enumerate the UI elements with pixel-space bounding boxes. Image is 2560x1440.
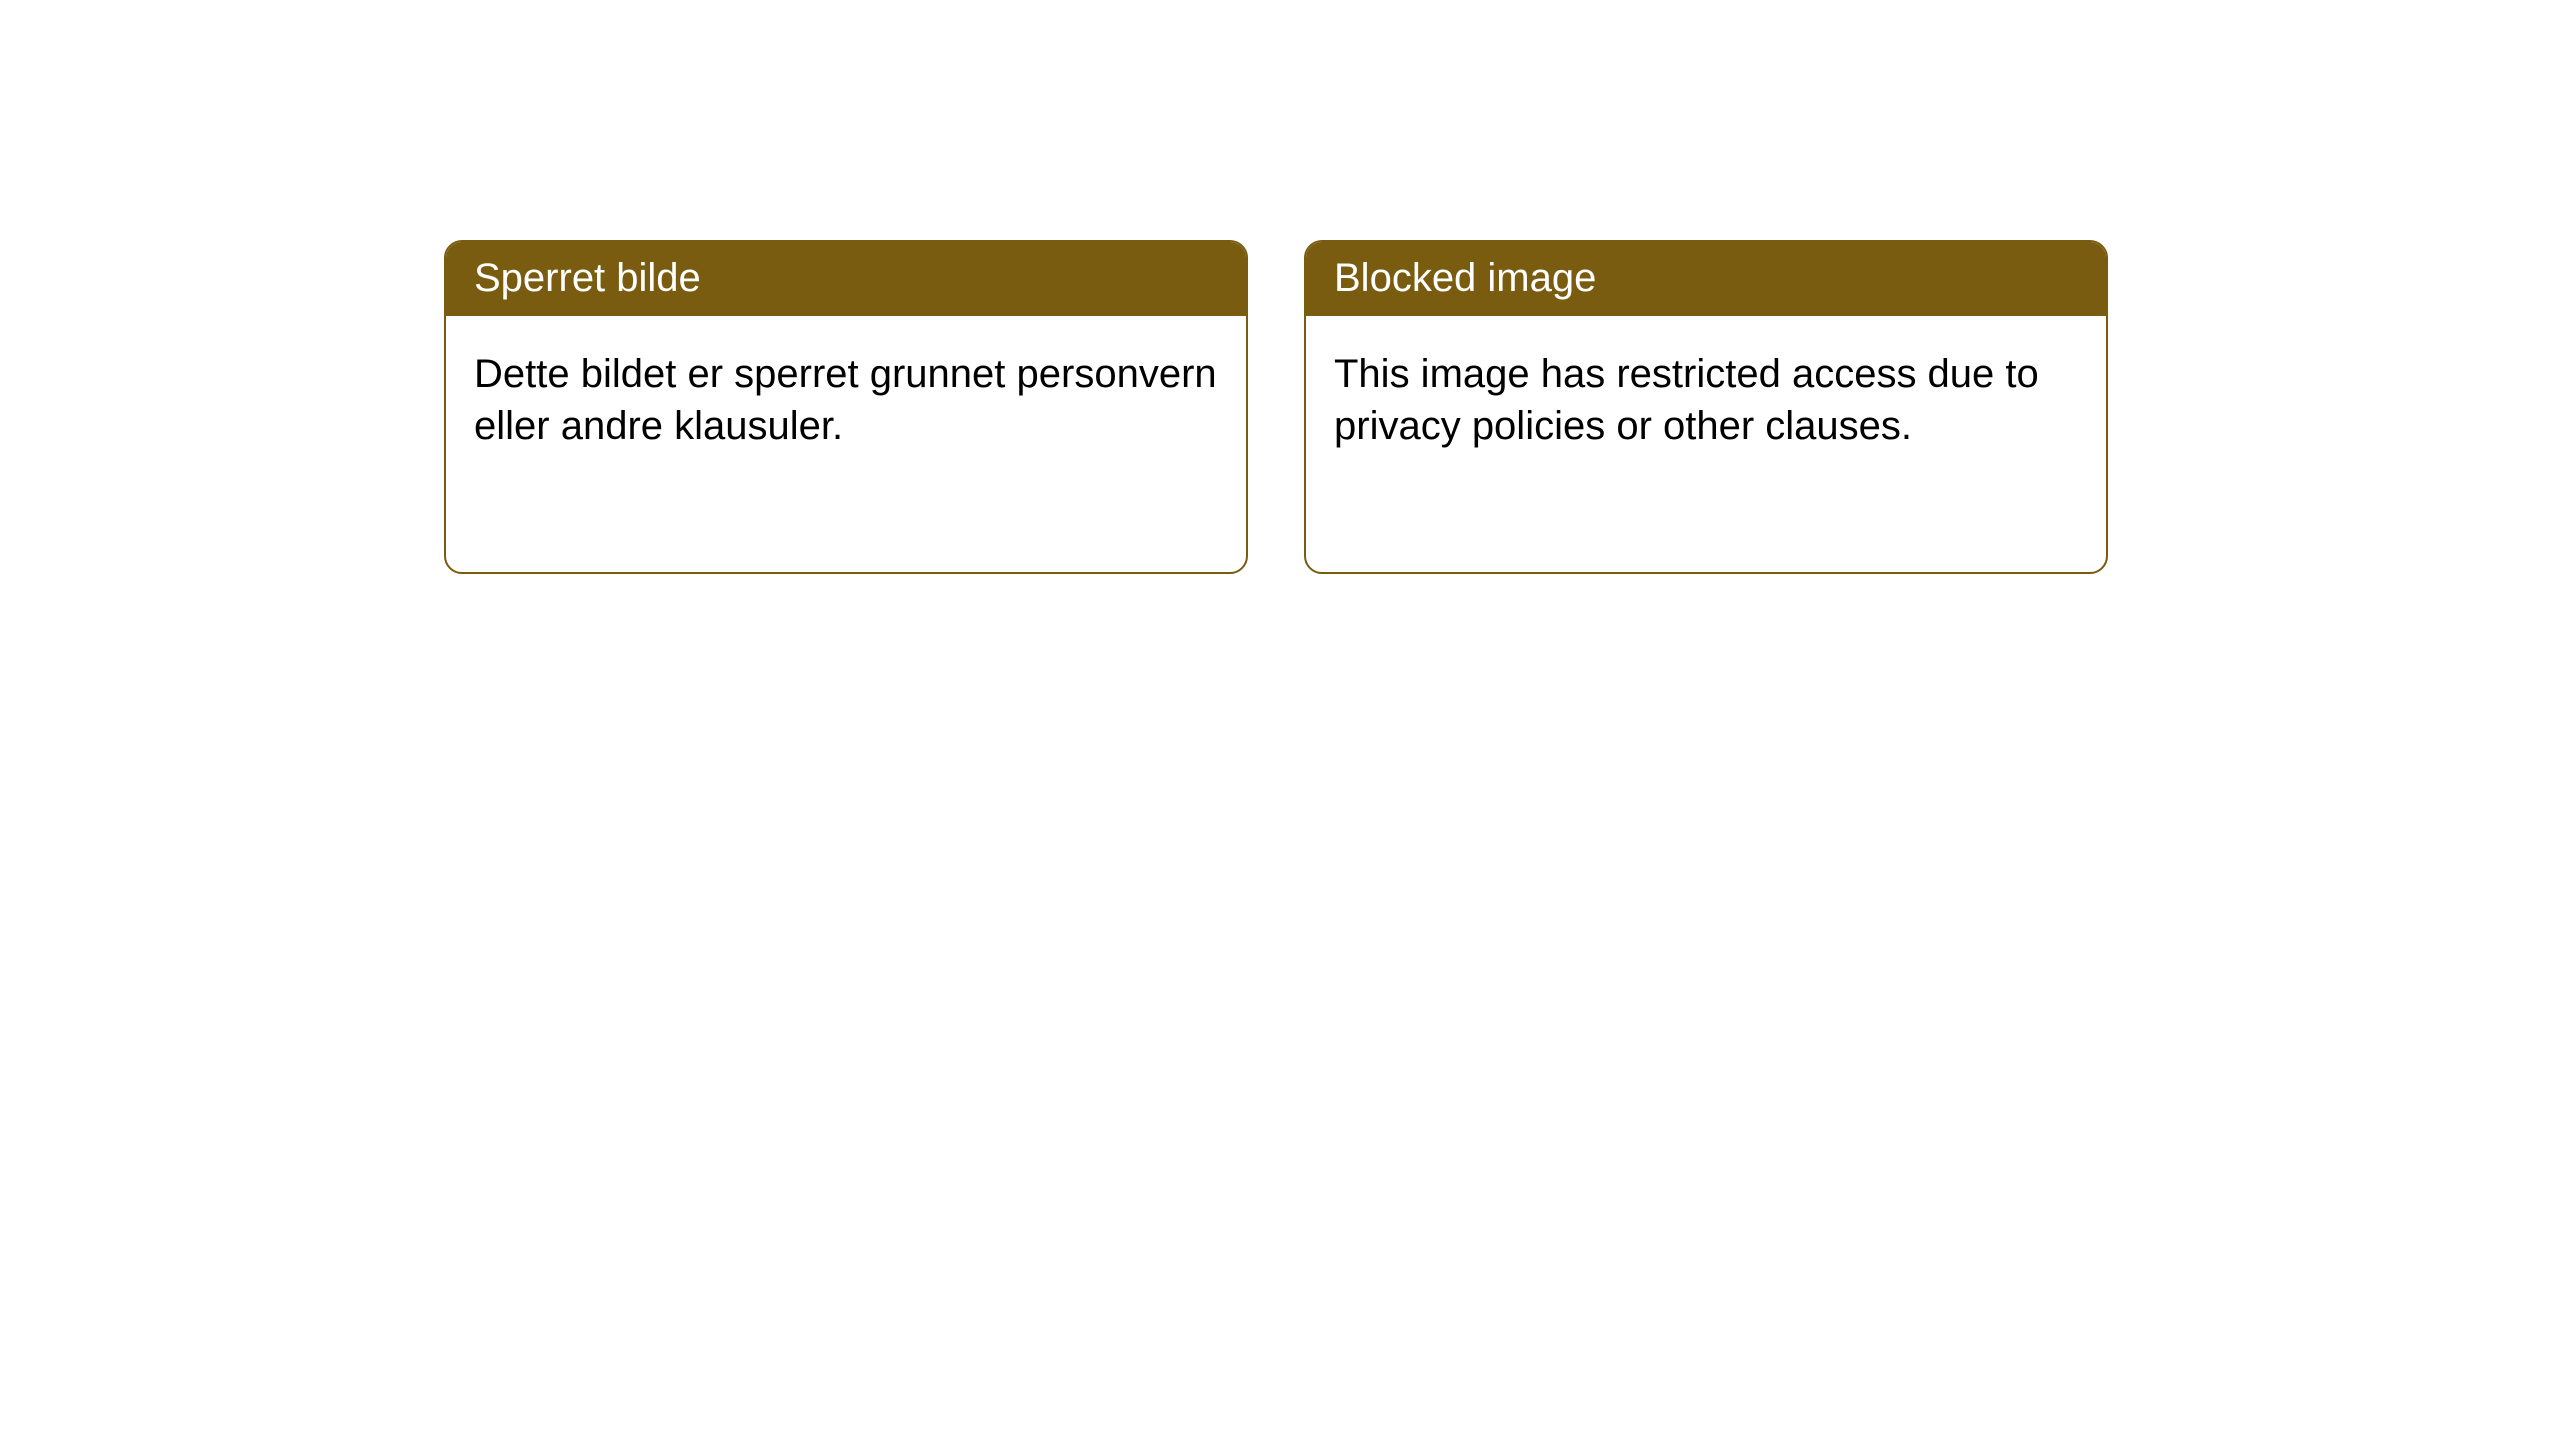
notice-container: Sperret bilde Dette bildet er sperret gr… xyxy=(0,0,2560,574)
notice-card-body: Dette bildet er sperret grunnet personve… xyxy=(446,316,1246,484)
notice-card-title: Sperret bilde xyxy=(446,242,1246,316)
notice-card-title: Blocked image xyxy=(1306,242,2106,316)
notice-card-body: This image has restricted access due to … xyxy=(1306,316,2106,484)
notice-card-norwegian: Sperret bilde Dette bildet er sperret gr… xyxy=(444,240,1248,574)
notice-card-english: Blocked image This image has restricted … xyxy=(1304,240,2108,574)
